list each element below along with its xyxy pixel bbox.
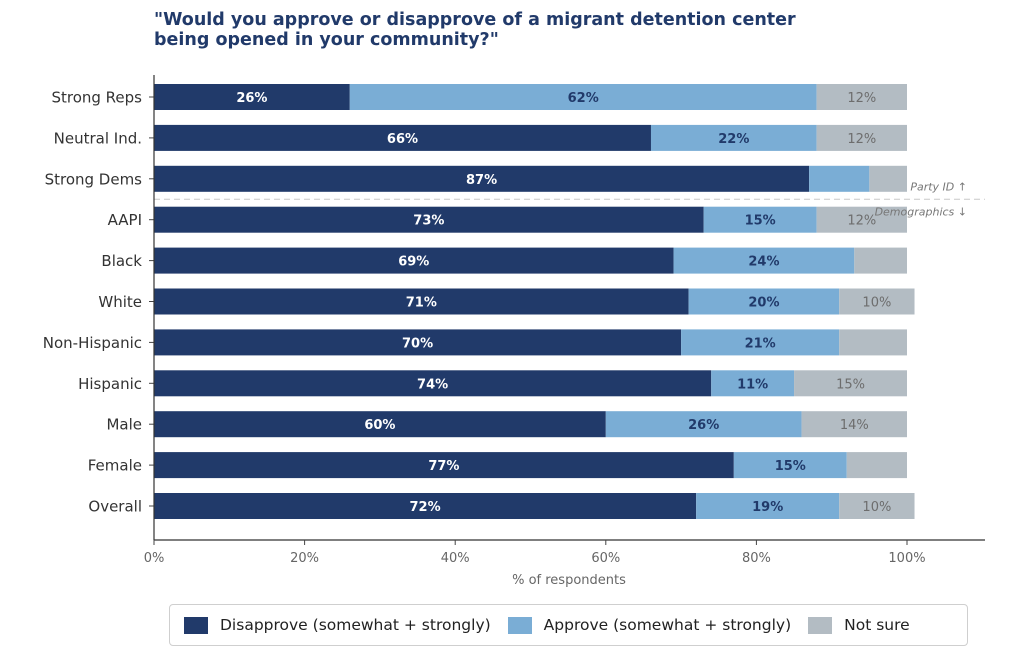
legend-item-not: Not sure: [808, 616, 910, 634]
bar-disapprove-hispanic: [154, 370, 712, 397]
data-label: 71%: [406, 296, 437, 311]
legend-swatch: [184, 616, 208, 634]
legend-swatch: [808, 616, 833, 634]
data-label: 12%: [847, 132, 876, 147]
annotation-demographics: Demographics ↓: [875, 205, 967, 218]
legend-swatch: [507, 616, 532, 634]
bar-not-strong-reps: [816, 84, 907, 110]
data-label: 15%: [775, 459, 806, 474]
bar-approve-neutral-ind: [650, 124, 817, 151]
legend-item-disapprove: Disapprove (somewhat + strongly): [184, 616, 491, 634]
y-tick-label-strong-reps: Strong Reps: [51, 89, 142, 107]
data-label: 73%: [413, 214, 444, 229]
y-tick-label-aapi: AAPI: [108, 211, 142, 229]
data-label: 74%: [417, 377, 448, 392]
data-label: 66%: [387, 132, 418, 147]
bar-not-strong-dems: [869, 165, 907, 192]
legend-label: Disapprove (somewhat + strongly): [220, 616, 491, 634]
data-label: 70%: [402, 336, 433, 351]
legend-label: Approve (somewhat + strongly): [543, 616, 792, 634]
legend-item-approve: Approve (somewhat + strongly): [507, 616, 792, 634]
x-tick-label: 60%: [591, 551, 620, 566]
y-tick-label-neutral-ind: Neutral Ind.: [54, 129, 142, 147]
y-tick-label-black: Black: [101, 252, 142, 270]
data-label: 15%: [745, 214, 776, 229]
bar-approve-non-hispanic: [681, 329, 840, 356]
bar-approve-female: [733, 452, 847, 479]
chart-title: "Would you approve or disapprove of a mi…: [154, 10, 796, 50]
data-label: 14%: [840, 418, 869, 433]
stacked-bar-chart: 26% 62% 12% 66% 22% 12% 87% 73% 15% 12% 69% 24% 71% 2…: [43, 75, 985, 588]
data-label: 87%: [466, 173, 497, 188]
y-tick-label-white: White: [98, 293, 142, 311]
bar-not-black: [854, 247, 907, 274]
data-label: 11%: [737, 377, 768, 392]
bar-approve-male: [605, 411, 802, 438]
y-tick-label-female: Female: [88, 457, 142, 475]
data-label: 19%: [752, 500, 783, 515]
y-tick-label-strong-dems: Strong Dems: [45, 170, 143, 188]
data-label: 72%: [410, 500, 441, 515]
bar-approve-aapi: [703, 206, 817, 233]
bar-disapprove-white: [154, 288, 689, 315]
x-tick-label: 20%: [290, 551, 319, 566]
data-label: 69%: [398, 255, 429, 270]
bar-disapprove-black: [154, 247, 674, 274]
data-label: 12%: [847, 214, 876, 229]
data-label: 26%: [236, 91, 267, 106]
data-label: 26%: [688, 418, 719, 433]
bar-not-female: [846, 452, 907, 479]
data-label: 12%: [847, 91, 876, 106]
data-label: 77%: [428, 459, 459, 474]
bar-approve-black: [673, 247, 855, 274]
bar-not-aapi: [816, 206, 907, 233]
bar-disapprove-overall: [154, 493, 697, 519]
bar-disapprove-strong-dems: [154, 165, 810, 192]
data-label: 24%: [748, 255, 779, 270]
bar-approve-overall: [696, 493, 840, 519]
bar-not-hispanic: [794, 370, 907, 397]
legend: Disapprove (somewhat + strongly) Approve …: [169, 604, 968, 646]
bar-approve-strong-reps: [349, 84, 817, 110]
annotation-party-id: Party ID ↑: [910, 180, 967, 193]
bar-disapprove-aapi: [154, 206, 704, 233]
legend-label: Not sure: [844, 616, 910, 634]
bar-not-overall: [839, 493, 915, 519]
y-tick-label-overall: Overall: [88, 498, 142, 516]
data-label: 10%: [862, 500, 891, 515]
bar-approve-hispanic: [711, 370, 795, 397]
bar-disapprove-neutral-ind: [154, 124, 651, 151]
data-label: 60%: [364, 418, 395, 433]
data-label: 20%: [748, 296, 779, 311]
x-tick-label: 40%: [441, 551, 470, 566]
y-tick-label-hispanic: Hispanic: [78, 375, 142, 393]
x-tick-label: 80%: [742, 551, 771, 566]
bar-disapprove-male: [154, 411, 606, 438]
data-label: 15%: [836, 377, 865, 392]
bar-not-non-hispanic: [839, 329, 907, 356]
bar-not-white: [839, 288, 915, 315]
bar-disapprove-strong-reps: [154, 84, 350, 110]
bar-disapprove-non-hispanic: [154, 329, 682, 356]
x-tick-label: 100%: [888, 551, 925, 566]
data-label: 10%: [862, 296, 891, 311]
bar-not-neutral-ind: [816, 124, 907, 151]
bar-approve-strong-dems: [809, 165, 870, 192]
bar-not-male: [801, 411, 907, 438]
data-label: 62%: [568, 91, 599, 106]
bar-disapprove-female: [154, 452, 734, 479]
x-tick-label: 0%: [144, 551, 165, 566]
x-axis-label: % of respondents: [512, 573, 626, 588]
y-tick-label-male: Male: [106, 416, 142, 434]
data-label: 21%: [745, 336, 776, 351]
data-label: 22%: [718, 132, 749, 147]
bar-approve-white: [688, 288, 840, 315]
y-tick-label-non-hispanic: Non-Hispanic: [43, 334, 142, 352]
